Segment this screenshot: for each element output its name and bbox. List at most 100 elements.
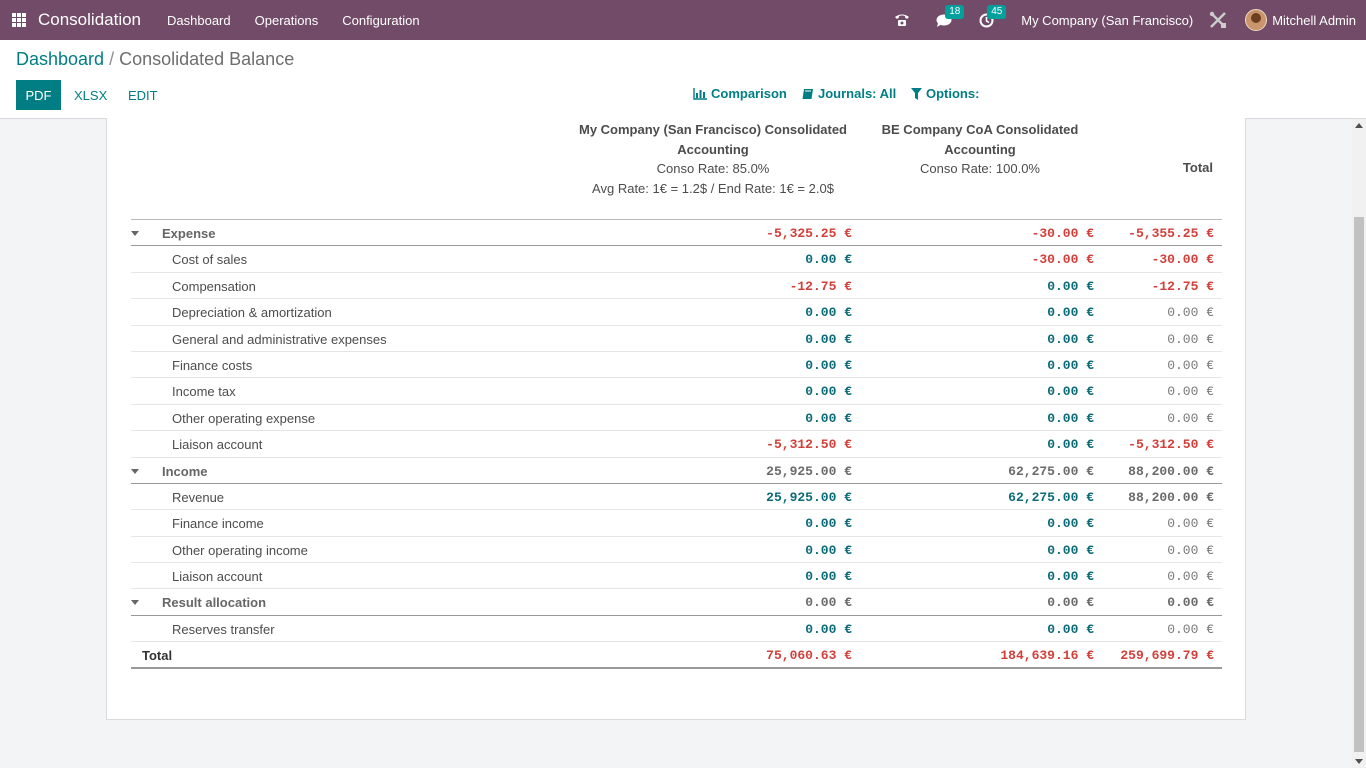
row-label[interactable]: Cost of sales	[172, 252, 248, 268]
breadcrumb-dashboard[interactable]: Dashboard	[16, 49, 105, 69]
row-value-col2[interactable]: 0.00 €	[1047, 331, 1094, 347]
row-value-col1[interactable]: 0.00 €	[805, 410, 852, 426]
menu-operations[interactable]: Operations	[254, 12, 319, 28]
row-label[interactable]: Other operating expense	[172, 410, 316, 426]
row-value-col3[interactable]: 88,200.00 €	[1128, 489, 1214, 505]
row-value-col2[interactable]: 0.00 €	[1047, 410, 1094, 426]
row-label[interactable]: Liaison account	[172, 437, 263, 453]
company-switcher[interactable]: My Company (San Francisco)	[1021, 12, 1194, 28]
debug-tools-icon[interactable]	[1209, 11, 1227, 29]
row-value-col1[interactable]: 0.00 €	[805, 252, 852, 268]
app-name[interactable]: Consolidation	[38, 10, 142, 29]
row-label[interactable]: Other operating income	[172, 542, 308, 558]
row-value-col1[interactable]: 0.00 €	[805, 595, 852, 611]
user-menu[interactable]: Mitchell Admin	[1272, 12, 1356, 28]
row-value-col2[interactable]: 0.00 €	[1047, 278, 1094, 294]
row-label[interactable]: General and administrative expenses	[172, 331, 387, 347]
row-value-col2[interactable]: 0.00 €	[1047, 516, 1094, 532]
table-row: General and administrative expenses 0.00 …	[131, 326, 1222, 352]
caret-down-icon[interactable]	[131, 600, 139, 606]
row-value-col3[interactable]: 0.00 €	[1167, 305, 1214, 321]
row-value-col2[interactable]: -30.00 €	[1031, 252, 1094, 268]
row-value-col3[interactable]: 0.00 €	[1167, 410, 1214, 426]
scroll-up-arrow-icon[interactable]	[1355, 123, 1363, 128]
table-row: Reserves transfer 0.00 € 0.00 € 0.00 €	[131, 616, 1222, 643]
comparison-filter[interactable]: Comparison	[693, 86, 787, 101]
caret-down-icon[interactable]	[131, 231, 139, 236]
menu-configuration[interactable]: Configuration	[342, 12, 420, 28]
group-row[interactable]: Expense -5,325.25 € -30.00 € -5,355.25 €	[131, 220, 1222, 247]
journals-filter[interactable]: Journals: All	[802, 86, 896, 101]
row-value-col3[interactable]: 88,200.00 €	[1128, 463, 1214, 479]
row-value-col3[interactable]: 259,699.79 €	[1120, 648, 1214, 664]
menu-dashboard[interactable]: Dashboard	[167, 12, 231, 28]
row-value-col1[interactable]: -5,325.25 €	[766, 226, 852, 241]
row-value-col2[interactable]: 62,275.00 €	[1008, 463, 1094, 479]
row-value-col3[interactable]: 0.00 €	[1167, 595, 1214, 611]
phone-icon[interactable]	[893, 11, 911, 29]
row-value-col2[interactable]: 0.00 €	[1047, 621, 1094, 637]
table-row: Liaison account -5,312.50 € 0.00 € -5,312.5…	[131, 431, 1222, 458]
row-value-col2[interactable]: 184,639.16 €	[1000, 648, 1094, 664]
row-value-col1[interactable]: 0.00 €	[805, 305, 852, 321]
options-filter[interactable]: Options:	[911, 86, 979, 101]
xlsx-button[interactable]: XLSX	[74, 80, 107, 110]
row-label[interactable]: Income tax	[172, 384, 236, 400]
edit-button[interactable]: EDIT	[128, 80, 158, 110]
row-value-col2[interactable]: 0.00 €	[1047, 384, 1094, 400]
row-label[interactable]: Finance income	[172, 516, 264, 532]
options-label: Options:	[926, 86, 980, 101]
row-value-col2[interactable]: 0.00 €	[1047, 595, 1094, 611]
apps-menu-icon[interactable]	[12, 13, 26, 27]
row-value-col1[interactable]: 0.00 €	[805, 357, 852, 373]
row-value-col3[interactable]: -12.75 €	[1151, 278, 1214, 294]
messages-icon[interactable]: 18	[935, 5, 965, 29]
row-value-col2[interactable]: 0.00 €	[1047, 357, 1094, 373]
row-value-col1[interactable]: 0.00 €	[805, 569, 852, 585]
row-value-col3[interactable]: 0.00 €	[1167, 331, 1214, 347]
row-label[interactable]: Liaison account	[172, 569, 263, 585]
table-row: Depreciation & amortization 0.00 € 0.00 € 0…	[131, 299, 1222, 326]
scrollbar-thumb[interactable]	[1354, 217, 1364, 752]
row-value-col1[interactable]: 75,060.63 €	[766, 648, 852, 664]
row-label[interactable]: Finance costs	[172, 357, 253, 373]
row-value-col3[interactable]: 0.00 €	[1167, 542, 1214, 558]
row-value-col1[interactable]: 25,925.00 €	[766, 463, 852, 479]
row-value-col2[interactable]: 0.00 €	[1047, 569, 1094, 585]
row-label[interactable]: Revenue	[172, 489, 225, 505]
row-value-col2[interactable]: 62,275.00 €	[1008, 489, 1094, 505]
row-value-col1[interactable]: -12.75 €	[789, 278, 852, 294]
row-value-col3[interactable]: 0.00 €	[1167, 516, 1214, 532]
row-value-col1[interactable]: 0.00 €	[805, 331, 852, 347]
row-value-col1[interactable]: 0.00 €	[805, 542, 852, 558]
row-value-col2[interactable]: 0.00 €	[1047, 305, 1094, 321]
top-navbar: Consolidation Dashboard Operations Confi…	[0, 0, 1366, 40]
row-value-col1[interactable]: 25,925.00 €	[766, 489, 852, 505]
vertical-scrollbar[interactable]	[1352, 119, 1366, 768]
group-row[interactable]: Result allocation 0.00 € 0.00 € 0.00 €	[131, 589, 1222, 616]
row-value-col3[interactable]: 0.00 €	[1167, 621, 1214, 637]
scroll-down-arrow-icon[interactable]	[1355, 759, 1363, 764]
activities-icon[interactable]: 45	[977, 5, 1007, 29]
row-label[interactable]: Reserves transfer	[172, 621, 275, 637]
row-value-col3[interactable]: -30.00 €	[1151, 252, 1214, 268]
row-value-col3[interactable]: 0.00 €	[1167, 384, 1214, 400]
table-row: Income tax 0.00 € 0.00 € 0.00 €	[131, 378, 1222, 405]
row-value-col1[interactable]: 0.00 €	[805, 621, 852, 637]
row-value-col3[interactable]: 0.00 €	[1167, 569, 1214, 585]
row-label[interactable]: Compensation	[172, 278, 256, 294]
row-label[interactable]: Depreciation & amortization	[172, 305, 332, 321]
row-value-col3[interactable]: -5,355.25 €	[1128, 226, 1214, 241]
pdf-button[interactable]: PDF	[16, 80, 61, 110]
user-avatar[interactable]	[1245, 9, 1268, 31]
row-value-col2[interactable]: -30.00 €	[1031, 226, 1094, 241]
row-value-col2[interactable]: 0.00 €	[1047, 437, 1094, 453]
row-value-col1[interactable]: -5,312.50 €	[766, 437, 852, 453]
row-value-col2[interactable]: 0.00 €	[1047, 542, 1094, 558]
caret-down-icon[interactable]	[131, 468, 139, 474]
row-value-col1[interactable]: 0.00 €	[805, 384, 852, 400]
group-row[interactable]: Income 25,925.00 € 62,275.00 € 88,200.00 €	[131, 458, 1222, 484]
row-value-col3[interactable]: -5,312.50 €	[1128, 437, 1214, 453]
row-value-col1[interactable]: 0.00 €	[805, 516, 852, 532]
row-value-col3[interactable]: 0.00 €	[1167, 357, 1214, 373]
